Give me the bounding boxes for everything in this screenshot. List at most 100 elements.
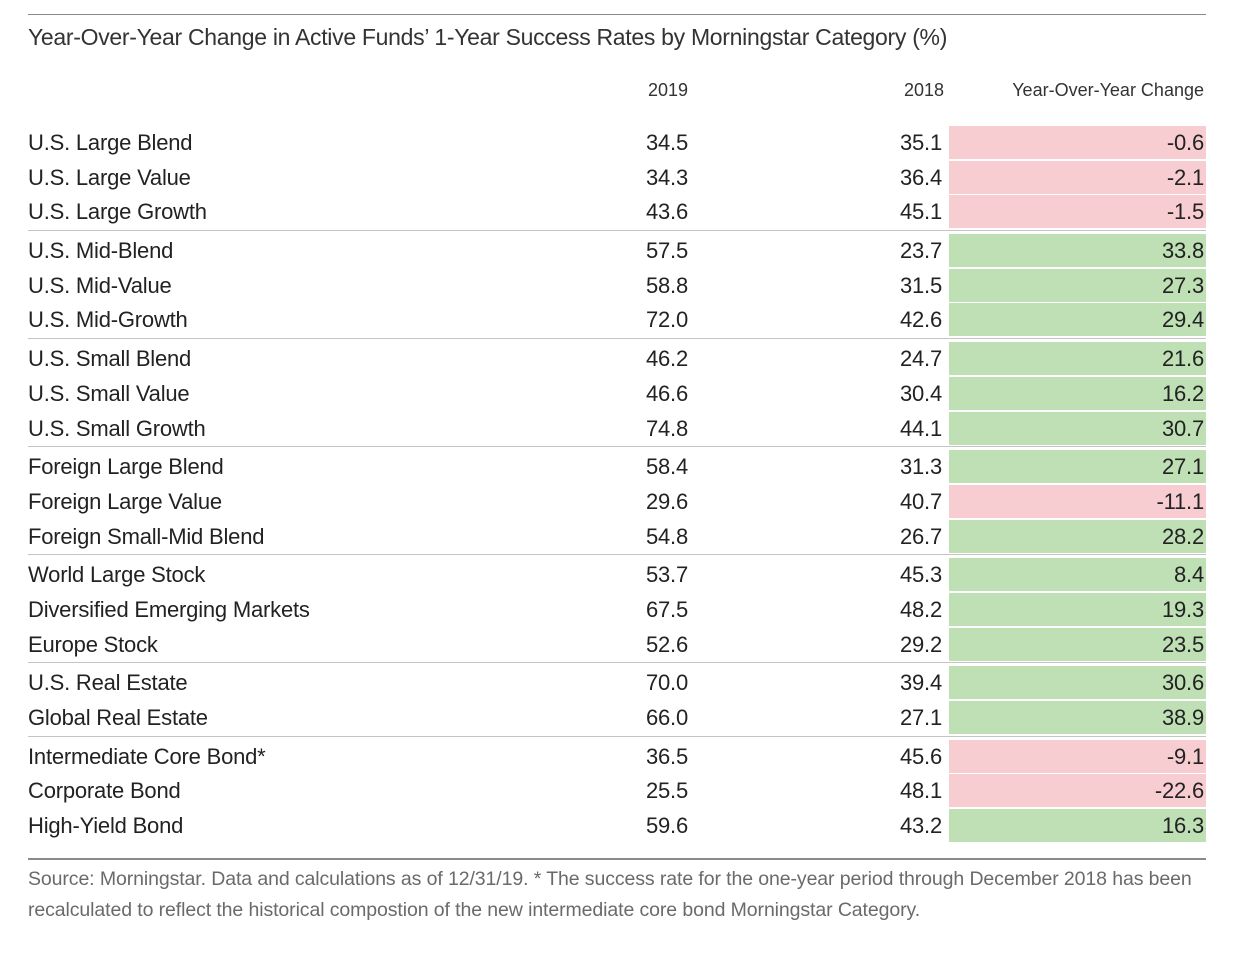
table-row: U.S. Small Blend 46.2 24.7 21.6: [28, 342, 1206, 377]
value-2018: 48.1: [899, 778, 942, 804]
value-2018: 31.5: [899, 272, 942, 298]
value-2018: 30.4: [899, 380, 942, 406]
value-2019: 54.8: [645, 523, 688, 549]
category-label: Intermediate Core Bond*: [28, 743, 266, 769]
change-fill: [949, 558, 1206, 592]
value-yoy-change: 28.2: [1161, 523, 1204, 549]
chart-frame: Year-Over-Year Change in Active Funds’ 1…: [28, 14, 1206, 926]
table-row: Foreign Small-Mid Blend 54.8 26.7 28.2: [28, 519, 1206, 555]
value-2019: 25.5: [645, 778, 688, 804]
category-label: Global Real Estate: [28, 705, 208, 730]
value-yoy-change: 30.7: [1161, 415, 1204, 441]
table-row: High-Yield Bond 59.6 43.2 16.3: [28, 809, 1206, 844]
change-fill: [949, 809, 1206, 843]
category-group: U.S. Real Estate 70.0 39.4 30.6 Global Real …: [28, 662, 1206, 735]
value-2018: 35.1: [899, 130, 942, 155]
change-fill: [949, 484, 1206, 518]
value-2019: 46.6: [645, 380, 688, 406]
table-row: World Large Stock 53.7 45.3 8.4: [28, 558, 1206, 593]
value-2019: 36.5: [645, 743, 688, 769]
value-yoy-change: 38.9: [1161, 705, 1204, 730]
category-label: U.S. Large Blend: [28, 130, 193, 155]
category-label: U.S. Mid-Value: [28, 272, 172, 298]
column-header-row: 2019 2018 Year-Over-Year Change: [28, 78, 1206, 122]
table-row: U.S. Real Estate 70.0 39.4 30.6: [28, 666, 1206, 701]
value-2018: 43.2: [899, 813, 942, 839]
value-yoy-change: 33.8: [1161, 238, 1204, 264]
category-label: U.S. Small Value: [28, 380, 190, 406]
category-group: Intermediate Core Bond* 36.5 45.6 -9.1 Corpo…: [28, 735, 1206, 844]
value-yoy-change: -11.1: [1156, 488, 1204, 514]
value-2018: 48.2: [899, 596, 942, 622]
table-row: U.S. Mid-Blend 57.5 23.7 33.8: [28, 234, 1206, 269]
category-label: U.S. Large Value: [28, 164, 191, 190]
value-2019: 53.7: [645, 562, 688, 588]
category-label: U.S. Large Growth: [28, 199, 207, 225]
value-2018: 26.7: [899, 523, 942, 549]
value-2019: 70.0: [645, 670, 688, 696]
value-yoy-change: 30.6: [1161, 670, 1204, 696]
category-label: Foreign Large Blend: [28, 454, 224, 480]
chart-title: Year-Over-Year Change in Active Funds’ 1…: [28, 24, 948, 50]
category-label: Diversified Emerging Markets: [28, 596, 310, 622]
change-fill: [949, 303, 1206, 337]
value-2018: 24.7: [899, 346, 942, 372]
change-fill: [949, 268, 1206, 302]
table-row: U.S. Small Value 46.6 30.4 16.2: [28, 376, 1206, 412]
table-body: U.S. Large Blend 34.5 35.1 -0.6 U.S. Large V…: [28, 126, 1206, 844]
table-row: Corporate Bond 25.5 48.1 -22.6: [28, 774, 1206, 809]
value-2019: 66.0: [645, 705, 688, 730]
value-2018: 44.1: [899, 415, 942, 441]
value-yoy-change: 19.3: [1161, 596, 1204, 622]
value-yoy-change: 8.4: [1174, 562, 1204, 588]
table-row: U.S. Mid-Growth 72.0 42.6 29.4: [28, 303, 1206, 338]
category-label: Europe Stock: [28, 631, 158, 657]
table-row: Foreign Large Blend 58.4 31.3 27.1: [28, 450, 1206, 485]
category-label: Foreign Large Value: [28, 488, 222, 514]
table-row: Diversified Emerging Markets 67.5 48.2 19.3: [28, 592, 1206, 628]
value-2019: 59.6: [645, 813, 688, 839]
value-yoy-change: 27.1: [1161, 454, 1204, 480]
change-fill: [949, 627, 1206, 661]
table-row: U.S. Large Value 34.3 36.4 -2.1: [28, 160, 1206, 196]
value-2018: 42.6: [899, 307, 942, 333]
change-fill: [949, 411, 1206, 445]
change-fill: [949, 592, 1206, 626]
change-fill: [949, 701, 1206, 734]
change-fill: [949, 160, 1206, 194]
change-fill: [949, 666, 1206, 700]
change-fill: [949, 774, 1206, 808]
value-2019: 58.8: [645, 272, 688, 298]
value-2019: 57.5: [645, 238, 688, 264]
value-yoy-change: 16.3: [1161, 813, 1204, 839]
value-yoy-change: 29.4: [1161, 307, 1204, 333]
table-row: Intermediate Core Bond* 36.5 45.6 -9.1: [28, 739, 1206, 775]
category-group: World Large Stock 53.7 45.3 8.4 Diversified …: [28, 554, 1206, 662]
change-fill: [949, 126, 1206, 159]
value-yoy-change: 23.5: [1161, 631, 1204, 657]
category-label: Corporate Bond: [28, 778, 181, 804]
category-label: World Large Stock: [28, 562, 206, 588]
value-2019: 34.3: [645, 164, 688, 190]
value-2018: 40.7: [899, 488, 942, 514]
value-2018: 39.4: [899, 670, 942, 696]
value-2018: 36.4: [899, 164, 942, 190]
category-label: U.S. Mid-Growth: [28, 307, 188, 333]
value-2018: 29.2: [899, 631, 942, 657]
table-row: U.S. Large Growth 43.6 45.1 -1.5: [28, 195, 1206, 230]
top-rule: [28, 14, 1206, 15]
change-fill: [949, 519, 1206, 553]
value-2019: 72.0: [645, 307, 688, 333]
change-fill: [949, 739, 1206, 773]
value-yoy-change: 21.6: [1161, 346, 1204, 372]
category-group: U.S. Small Blend 46.2 24.7 21.6 U.S. Small V…: [28, 338, 1206, 446]
category-label: U.S. Mid-Blend: [28, 238, 174, 264]
category-group: Foreign Large Blend 58.4 31.3 27.1 Foreign L…: [28, 446, 1206, 554]
source-note: Source: Morningstar. Data and calculatio…: [28, 867, 1192, 921]
category-group: U.S. Mid-Blend 57.5 23.7 33.8 U.S. Mid-Value…: [28, 230, 1206, 338]
value-yoy-change: -1.5: [1166, 199, 1204, 225]
value-2018: 23.7: [899, 238, 942, 264]
value-2018: 31.3: [899, 454, 942, 480]
value-2018: 45.3: [899, 562, 942, 588]
table-row: U.S. Mid-Value 58.8 31.5 27.3: [28, 268, 1206, 304]
